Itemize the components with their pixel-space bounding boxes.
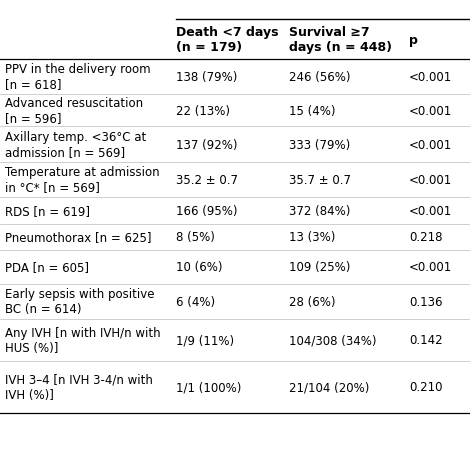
Text: 6 (4%): 6 (4%) — [176, 295, 215, 308]
Text: 8 (5%): 8 (5%) — [176, 231, 215, 244]
Text: <0.001: <0.001 — [409, 105, 452, 117]
Text: PPV in the delivery room
[n = 618]: PPV in the delivery room [n = 618] — [5, 63, 150, 91]
Text: 0.136: 0.136 — [409, 295, 442, 308]
Text: 10 (6%): 10 (6%) — [176, 261, 223, 274]
Text: <0.001: <0.001 — [409, 261, 452, 274]
Text: 372 (84%): 372 (84%) — [289, 204, 351, 217]
Text: Survival ≥7
days (n = 448): Survival ≥7 days (n = 448) — [289, 26, 392, 54]
Text: <0.001: <0.001 — [409, 138, 452, 151]
Text: 333 (79%): 333 (79%) — [289, 138, 350, 151]
Text: <0.001: <0.001 — [409, 204, 452, 217]
Text: 1/9 (11%): 1/9 (11%) — [176, 334, 235, 346]
Text: 35.2 ± 0.7: 35.2 ± 0.7 — [176, 174, 238, 186]
Text: RDS [n = 619]: RDS [n = 619] — [5, 204, 90, 217]
Text: Axillary temp. <36°C at
admission [n = 569]: Axillary temp. <36°C at admission [n = 5… — [5, 131, 146, 159]
Text: 0.218: 0.218 — [409, 231, 442, 244]
Text: Any IVH [n with IVH/n with
HUS (%)]: Any IVH [n with IVH/n with HUS (%)] — [5, 326, 160, 354]
Text: 0.210: 0.210 — [409, 380, 442, 393]
Text: 0.142: 0.142 — [409, 334, 443, 346]
Text: Early sepsis with positive
BC (n = 614): Early sepsis with positive BC (n = 614) — [5, 288, 154, 316]
Text: 109 (25%): 109 (25%) — [289, 261, 351, 274]
Text: 246 (56%): 246 (56%) — [289, 71, 351, 83]
Text: Advanced resuscitation
[n = 596]: Advanced resuscitation [n = 596] — [5, 97, 143, 125]
Text: 1/1 (100%): 1/1 (100%) — [176, 380, 242, 393]
Text: 35.7 ± 0.7: 35.7 ± 0.7 — [289, 174, 351, 186]
Text: Death <7 days
(n = 179): Death <7 days (n = 179) — [176, 26, 279, 54]
Text: p: p — [409, 33, 418, 46]
Text: 21/104 (20%): 21/104 (20%) — [289, 380, 369, 393]
Text: 22 (13%): 22 (13%) — [176, 105, 230, 117]
Text: 13 (3%): 13 (3%) — [289, 231, 336, 244]
Text: <0.001: <0.001 — [409, 174, 452, 186]
Text: 15 (4%): 15 (4%) — [289, 105, 336, 117]
Text: Pneumothorax [n = 625]: Pneumothorax [n = 625] — [5, 231, 151, 244]
Text: <0.001: <0.001 — [409, 71, 452, 83]
Text: 137 (92%): 137 (92%) — [176, 138, 238, 151]
Text: PDA [n = 605]: PDA [n = 605] — [5, 261, 89, 274]
Text: 104/308 (34%): 104/308 (34%) — [289, 334, 376, 346]
Text: 138 (79%): 138 (79%) — [176, 71, 238, 83]
Text: 166 (95%): 166 (95%) — [176, 204, 238, 217]
Text: IVH 3–4 [n IVH 3-4/n with
IVH (%)]: IVH 3–4 [n IVH 3-4/n with IVH (%)] — [5, 373, 153, 400]
Text: 28 (6%): 28 (6%) — [289, 295, 336, 308]
Text: Temperature at admission
in °C* [n = 569]: Temperature at admission in °C* [n = 569… — [5, 166, 159, 194]
